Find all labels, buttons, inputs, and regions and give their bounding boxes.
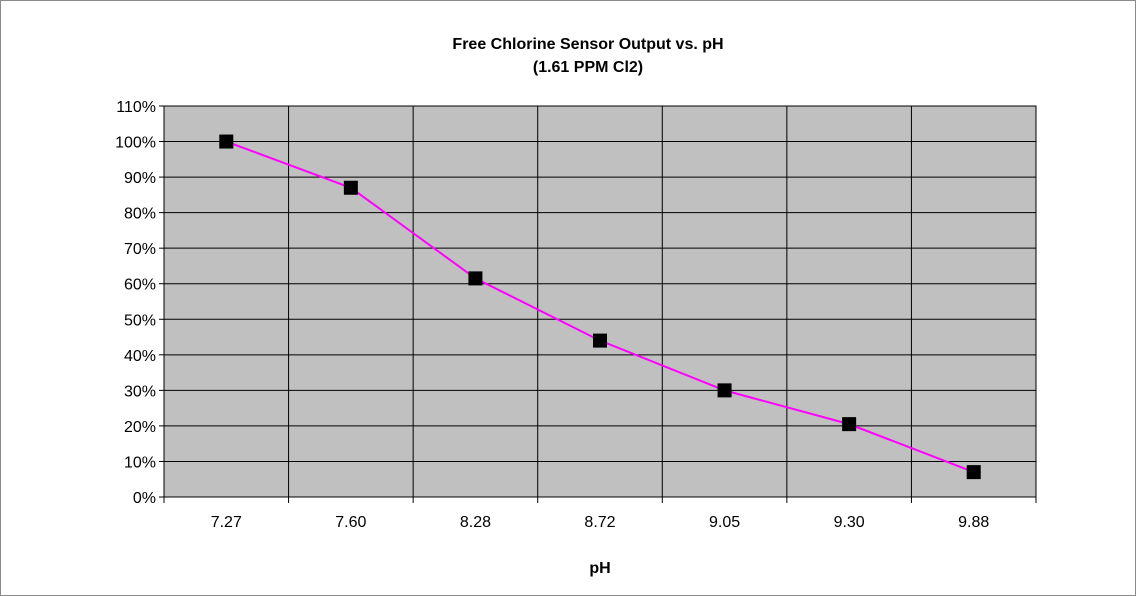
data-point [842, 417, 857, 432]
x-tick-label: 9.30 [834, 514, 865, 531]
chart-subtitle: (1.61 PPM Cl2) [533, 59, 643, 76]
axis-layer [159, 105, 1037, 503]
x-tick-label: 9.88 [958, 514, 989, 531]
series-layer [219, 134, 981, 480]
data-point [468, 271, 483, 286]
data-point [593, 333, 607, 348]
x-tick-label: 9.05 [709, 514, 740, 531]
y-tick-label: 30% [124, 383, 156, 400]
y-tick-label: 110% [116, 99, 156, 116]
y-tick-label: 100% [115, 135, 156, 152]
y-tick-label: 0% [133, 490, 156, 507]
y-tick-labels: 0% 10% 20% 30% 40% 50% 60% 70% 80% 90% 100% 110% [115, 99, 156, 507]
x-tick-label: 7.27 [211, 514, 242, 531]
y-tick-label: 90% [124, 170, 156, 187]
data-point [717, 383, 732, 398]
grid-layer [164, 106, 1036, 497]
data-point [343, 180, 358, 195]
data-point [219, 134, 234, 149]
plot-area [163, 105, 1037, 498]
x-tick-labels: 7.27 7.60 8.28 8.72 9.05 9.30 9.88 [211, 514, 990, 531]
y-tick-label: 20% [124, 419, 156, 436]
y-tick-label: 50% [124, 312, 156, 329]
y-tick-label: 10% [124, 454, 156, 471]
y-tick-label: 80% [124, 206, 156, 223]
x-tick-label: 8.72 [584, 514, 615, 531]
x-axis-label: pH [589, 560, 610, 577]
chart-title: Free Chlorine Sensor Output vs. pH [452, 36, 723, 53]
y-tick-label: 60% [124, 277, 156, 294]
x-tick-label: 7.60 [335, 514, 366, 531]
y-tick-label: 40% [124, 348, 156, 365]
x-tick-label: 8.28 [460, 514, 491, 531]
y-tick-label: 70% [124, 241, 156, 258]
data-point [966, 465, 981, 480]
